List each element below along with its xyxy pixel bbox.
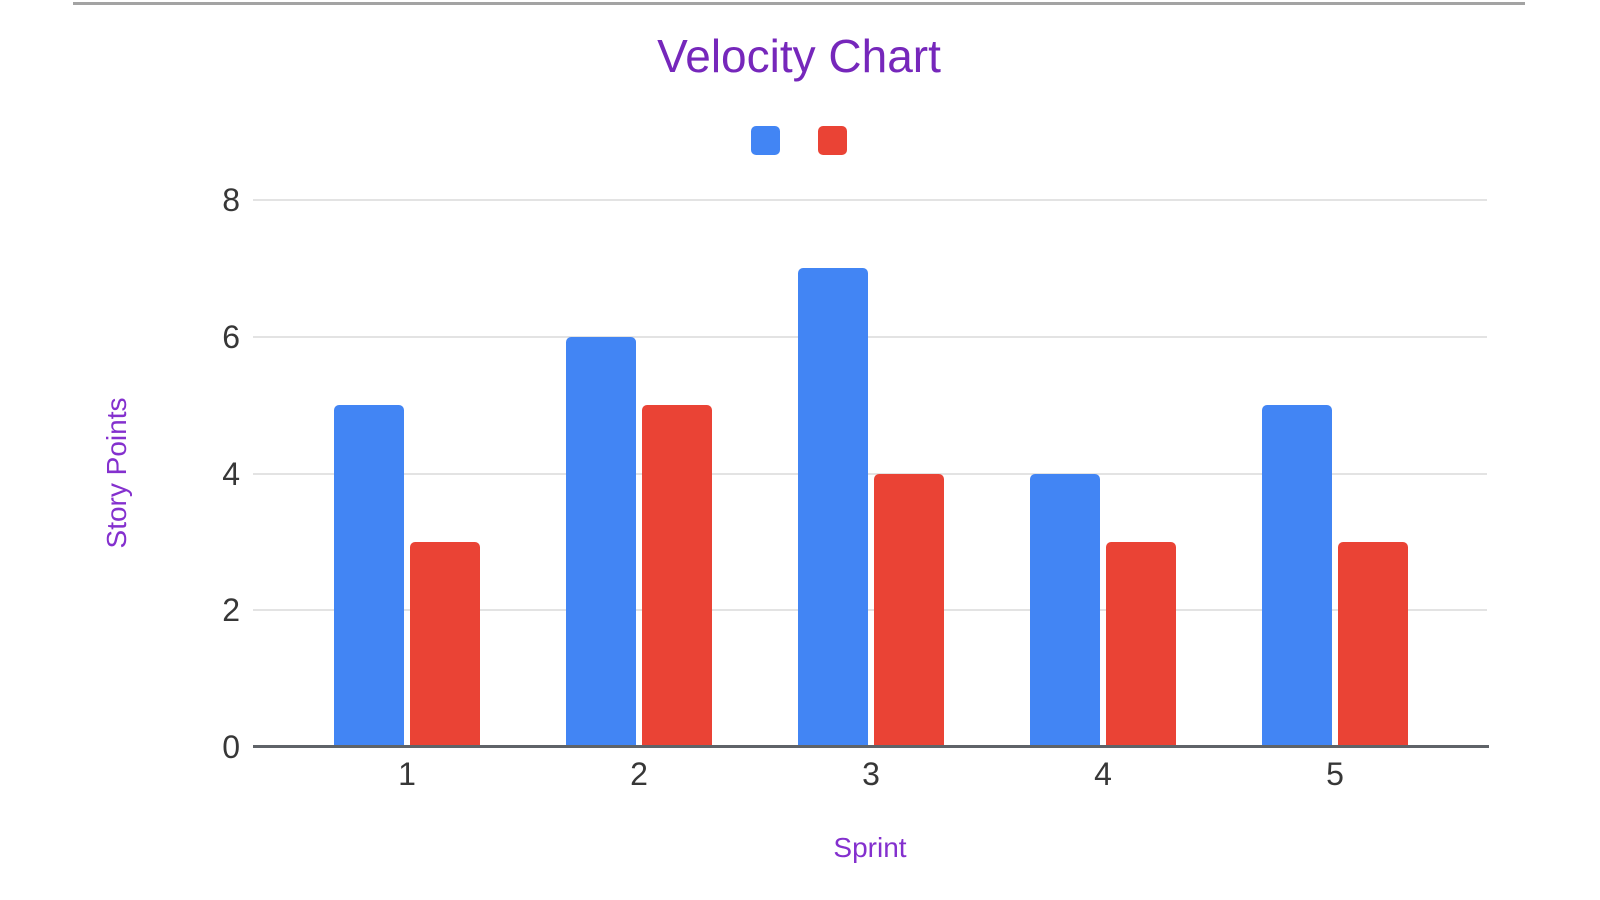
x-tick-label-5: 5 <box>1326 756 1344 792</box>
x-tick-label-2: 2 <box>630 756 648 792</box>
bar-series2-sprint-2 <box>642 405 712 747</box>
x-axis-baseline <box>253 745 1489 748</box>
gridline-y-6 <box>253 335 1487 338</box>
bar-series1-sprint-2 <box>566 336 636 747</box>
bar-series2-sprint-5 <box>1338 541 1408 747</box>
bar-series2-sprint-1 <box>410 541 480 747</box>
chart-legend <box>73 124 1525 156</box>
plot-area <box>253 199 1489 748</box>
bar-series2-sprint-3 <box>874 473 944 747</box>
chart-title: Velocity Chart <box>657 30 941 82</box>
bar-series1-sprint-1 <box>334 405 404 747</box>
bar-series1-sprint-4 <box>1030 473 1100 747</box>
bar-series1-sprint-5 <box>1262 405 1332 747</box>
legend-swatch-1 <box>751 125 780 155</box>
y-tick-label-2: 2 <box>222 592 240 629</box>
y-axis-title: Story Points <box>101 397 132 549</box>
x-axis-title: Sprint <box>833 832 907 863</box>
bar-series1-sprint-3 <box>798 268 868 747</box>
gridline-y-8 <box>253 199 1487 201</box>
y-tick-label-0: 0 <box>222 729 240 765</box>
legend-swatch-2 <box>818 125 847 155</box>
gridline-y-2 <box>253 609 1487 612</box>
gridline-y-4 <box>253 472 1487 475</box>
legend-item-2 <box>818 125 847 155</box>
y-tick-label-8: 8 <box>222 182 240 218</box>
x-tick-label-3: 3 <box>862 756 880 792</box>
x-tick-label-4: 4 <box>1094 756 1112 792</box>
y-tick-label-4: 4 <box>222 455 240 492</box>
legend-item-1 <box>751 125 780 155</box>
bar-series2-sprint-4 <box>1106 541 1176 747</box>
y-tick-label-6: 6 <box>222 318 240 355</box>
chart-top-border <box>73 2 1525 5</box>
x-tick-label-1: 1 <box>398 756 416 792</box>
